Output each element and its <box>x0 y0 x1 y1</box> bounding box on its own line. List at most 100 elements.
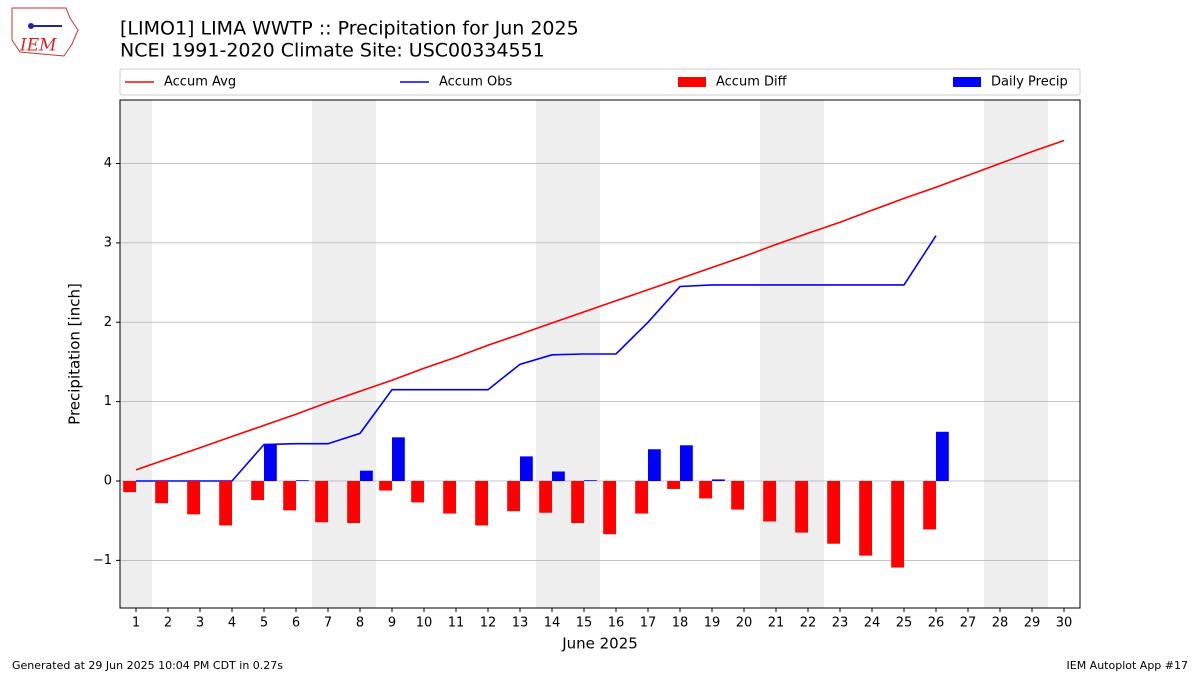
bar <box>635 481 648 514</box>
bar <box>712 479 725 481</box>
bar <box>155 481 168 504</box>
y-tick-label: −1 <box>93 553 112 568</box>
x-axis-label: June 2025 <box>561 635 638 653</box>
bar <box>411 481 424 503</box>
bar <box>219 481 232 526</box>
x-tick-label: 10 <box>416 616 433 631</box>
bar <box>731 481 744 510</box>
logo-text: IEM <box>19 36 57 56</box>
bar <box>123 481 136 493</box>
weekend-band <box>120 100 152 608</box>
y-tick-label: 3 <box>104 235 112 250</box>
x-tick-label: 8 <box>356 616 364 631</box>
footer-left: Generated at 29 Jun 2025 10:04 PM CDT in… <box>12 659 283 672</box>
bar <box>347 481 360 524</box>
bar <box>699 481 712 499</box>
legend-label: Accum Avg <box>164 75 236 90</box>
bar <box>520 456 533 481</box>
plot-frame <box>119 99 1081 609</box>
bar <box>475 481 488 526</box>
y-tick-label: 2 <box>104 315 112 330</box>
bar <box>680 445 693 481</box>
bar <box>187 481 200 515</box>
legend-box <box>119 68 1081 96</box>
bar <box>539 481 552 513</box>
x-tick-label: 30 <box>1056 616 1073 631</box>
bar <box>827 481 840 544</box>
x-tick-label: 26 <box>928 616 945 631</box>
weekend-band <box>344 100 376 608</box>
weekend-band <box>760 100 792 608</box>
x-tick-label: 27 <box>960 616 977 631</box>
chart-title: [LIMO1] LIMA WWTP :: Precipitation for J… <box>120 18 579 40</box>
bar <box>315 481 328 523</box>
x-tick-label: 4 <box>228 616 236 631</box>
logo-outline <box>11 7 79 57</box>
bar <box>296 480 309 481</box>
x-tick-label: 13 <box>512 616 529 631</box>
x-tick-label: 17 <box>640 616 657 631</box>
bar <box>795 481 808 533</box>
bar <box>584 480 597 481</box>
line <box>135 139 1065 471</box>
bar <box>251 481 264 501</box>
bar <box>552 471 565 481</box>
legend-swatch <box>678 77 706 87</box>
bar <box>571 481 584 524</box>
weekend-band <box>984 100 1016 608</box>
bar <box>379 481 392 491</box>
bar <box>859 481 872 556</box>
x-tick-label: 25 <box>896 616 913 631</box>
legend-swatch <box>953 77 981 87</box>
x-tick-label: 14 <box>544 616 561 631</box>
legend-label: Daily Precip <box>991 75 1068 90</box>
x-tick-label: 6 <box>292 616 300 631</box>
x-tick-label: 28 <box>992 616 1009 631</box>
x-tick-label: 29 <box>1024 616 1041 631</box>
chart-subtitle: NCEI 1991-2020 Climate Site: USC00334551 <box>120 40 545 62</box>
x-tick-label: 5 <box>260 616 268 631</box>
y-axis-label: Precipitation [inch] <box>66 283 84 425</box>
bar <box>936 431 949 481</box>
bar <box>603 481 616 535</box>
x-tick-label: 1 <box>132 616 140 631</box>
x-tick-label: 3 <box>196 616 204 631</box>
x-tick-label: 7 <box>324 616 332 631</box>
x-tick-label: 9 <box>388 616 396 631</box>
x-tick-label: 21 <box>768 616 785 631</box>
bar <box>507 481 520 512</box>
bar <box>264 444 277 481</box>
y-tick-label: 0 <box>104 474 112 489</box>
line <box>136 235 937 482</box>
weekend-band <box>1016 100 1048 608</box>
logo-dot <box>28 23 34 29</box>
x-tick-label: 11 <box>448 616 465 631</box>
x-tick-label: 12 <box>480 616 497 631</box>
bar <box>392 437 405 481</box>
x-tick-label: 19 <box>704 616 721 631</box>
y-tick-label: 4 <box>104 156 112 171</box>
x-tick-label: 20 <box>736 616 753 631</box>
bar <box>443 481 456 514</box>
footer-right: IEM Autoplot App #17 <box>1067 659 1189 672</box>
x-tick-label: 15 <box>576 616 593 631</box>
x-tick-label: 2 <box>164 616 172 631</box>
bar <box>667 481 680 489</box>
weekend-band <box>312 100 344 608</box>
bar <box>648 449 661 481</box>
x-tick-label: 22 <box>800 616 817 631</box>
bar <box>923 481 936 530</box>
legend-label: Accum Diff <box>716 75 788 90</box>
x-tick-label: 18 <box>672 616 689 631</box>
logo: IEM <box>11 7 79 57</box>
y-tick-label: 1 <box>104 394 112 409</box>
legend-label: Accum Obs <box>439 75 512 90</box>
x-tick-label: 23 <box>832 616 849 631</box>
bar <box>360 470 373 481</box>
bar <box>763 481 776 522</box>
bar <box>891 481 904 568</box>
x-tick-label: 24 <box>864 616 881 631</box>
